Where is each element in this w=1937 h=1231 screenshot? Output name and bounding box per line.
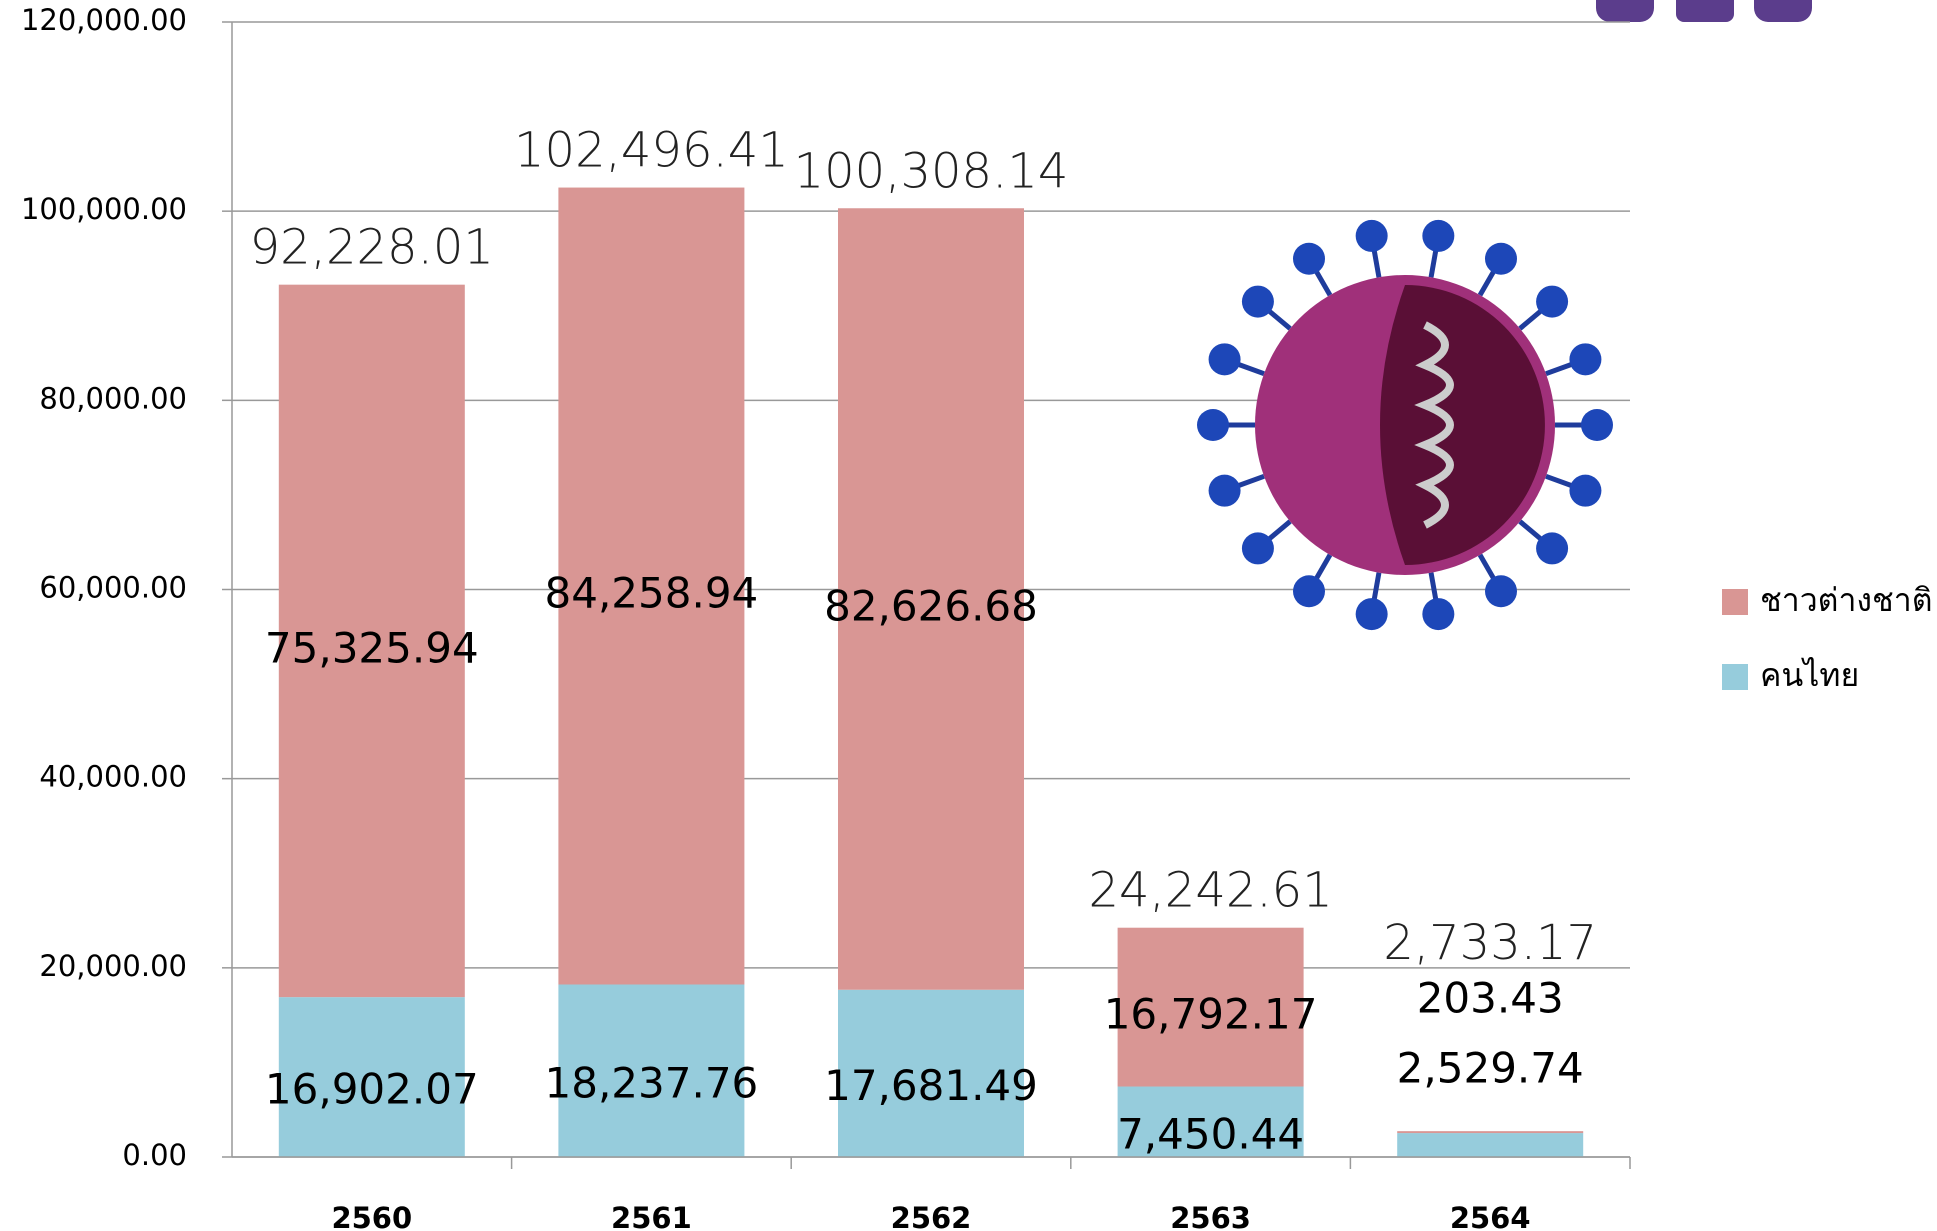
- virus-spike-head: [1485, 575, 1517, 607]
- bar-segment: [1397, 1133, 1583, 1157]
- virus-spike-head: [1581, 409, 1613, 441]
- data-label: 16,902.07: [265, 1065, 479, 1114]
- app-icons: [1596, 0, 1812, 22]
- virus-spike-head: [1356, 220, 1388, 252]
- virus-spike-head: [1536, 532, 1568, 564]
- data-label: 2,529.74: [1397, 1044, 1584, 1093]
- y-tick-label: 40,000.00: [39, 760, 187, 794]
- virus-spike-head: [1293, 575, 1325, 607]
- virus-illustration: [1197, 220, 1613, 630]
- x-tick-label: 2561: [611, 1201, 692, 1231]
- virus-spike-head: [1209, 475, 1241, 507]
- total-label: 100,308.14: [794, 143, 1069, 199]
- y-tick-label: 120,000.00: [21, 3, 187, 37]
- y-tick-label: 60,000.00: [39, 571, 187, 605]
- virus-spike-head: [1422, 598, 1454, 630]
- data-label: 17,681.49: [824, 1061, 1038, 1110]
- virus-spike-head: [1536, 286, 1568, 318]
- virus-spike-head: [1485, 243, 1517, 275]
- chart: 0.00 20,000.00 40,000.00 60,000.00 80,000.00…: [0, 0, 1937, 1231]
- virus-spike-head: [1422, 220, 1454, 252]
- data-label: 7,450.44: [1117, 1109, 1304, 1158]
- x-tick-label: 2560: [331, 1201, 412, 1231]
- legend-label: ชาวต่างชาติ: [1760, 581, 1933, 619]
- data-label: 84,258.94: [545, 569, 759, 618]
- legend-swatch: [1722, 664, 1748, 690]
- data-label: 82,626.68: [824, 582, 1038, 631]
- total-label: 2,733.17: [1383, 915, 1597, 971]
- x-tick-label: 2563: [1170, 1201, 1251, 1231]
- legend-swatch: [1722, 589, 1748, 615]
- bar-segment: [1397, 1131, 1583, 1133]
- x-tick-label: 2562: [891, 1201, 972, 1231]
- data-label: 75,325.94: [265, 623, 479, 672]
- virus-spike-head: [1293, 243, 1325, 275]
- total-label: 92,228.01: [250, 220, 494, 276]
- total-label: 24,242.61: [1088, 863, 1332, 919]
- x-tick-label: 2564: [1450, 1201, 1531, 1231]
- virus-spike-head: [1242, 286, 1274, 318]
- y-tick-label: 100,000.00: [21, 192, 187, 226]
- virus-spike-head: [1242, 532, 1274, 564]
- y-tick-label: 20,000.00: [39, 949, 187, 983]
- data-label: 18,237.76: [545, 1058, 759, 1107]
- total-label: 102,496.41: [514, 123, 789, 179]
- virus-spike-head: [1356, 598, 1388, 630]
- virus-spike-head: [1569, 343, 1601, 375]
- y-tick-label: 0.00: [122, 1138, 187, 1172]
- y-tick-label: 80,000.00: [39, 381, 187, 415]
- data-label: 203.43: [1417, 974, 1564, 1023]
- virus-spike-head: [1197, 409, 1229, 441]
- data-label: 16,792.17: [1104, 990, 1318, 1039]
- legend-label: คนไทย: [1760, 656, 1859, 694]
- virus-spike-head: [1569, 475, 1601, 507]
- virus-spike-head: [1209, 343, 1241, 375]
